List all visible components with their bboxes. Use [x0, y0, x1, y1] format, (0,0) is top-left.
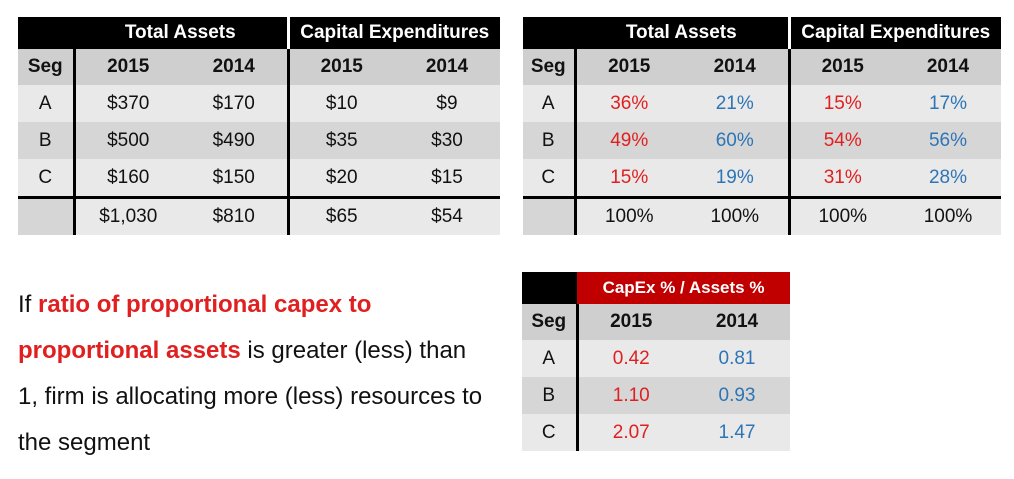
col-header: 2015: [286, 49, 394, 85]
total-cell: $1,030: [72, 196, 181, 235]
total-cell: $65: [286, 196, 394, 235]
value-cell: $500: [72, 122, 181, 159]
value-cell: 54%: [787, 122, 895, 159]
note-highlight: ratio of proportional capex to proportio…: [18, 291, 372, 364]
col-header-seg: Seg: [523, 49, 575, 85]
value-cell: 17%: [895, 85, 1001, 122]
col-header: 2015: [787, 49, 895, 85]
total-cell: 100%: [787, 196, 895, 235]
table-row: C 2.07 1.47: [522, 414, 791, 451]
percentage-table: Total Assets Capital Expenditures Seg 20…: [523, 17, 1001, 235]
col-header: 2014: [394, 49, 500, 85]
value-cell: $30: [394, 122, 500, 159]
table-row: A 36% 21% 15% 17%: [523, 85, 1001, 122]
value-cell: 28%: [895, 159, 1001, 198]
col-header: 2014: [181, 49, 288, 85]
table-row: A $370 $170 $10 $9: [18, 85, 500, 122]
value-cell: $160: [72, 159, 181, 198]
value-cell: $10: [286, 85, 394, 122]
col-header: 2014: [895, 49, 1001, 85]
value-cell: 56%: [895, 122, 1001, 159]
group-header-capex: Capital Expenditures: [787, 17, 1001, 49]
total-cell: 100%: [573, 196, 682, 235]
value-cell: $9: [394, 85, 500, 122]
table-row: B $500 $490 $35 $30: [18, 122, 500, 159]
value-cell: 31%: [787, 159, 895, 198]
total-cell: 100%: [682, 196, 789, 235]
value-cell: 2.07: [575, 414, 684, 451]
group-header-total-assets: Total Assets: [575, 17, 789, 49]
value-cell: $35: [286, 122, 394, 159]
col-header: 2014: [682, 49, 789, 85]
blank-header: [18, 17, 74, 49]
seg-cell: A: [523, 85, 575, 122]
note-suffix: is greater (less) than 1, firm is alloca…: [18, 337, 483, 456]
value-cell: 49%: [573, 122, 682, 159]
seg-cell: C: [18, 159, 74, 198]
total-label-cell: [18, 196, 74, 235]
value-cell: $20: [286, 159, 394, 198]
value-cell: 0.42: [575, 340, 684, 377]
total-cell: 100%: [895, 196, 1001, 235]
seg-cell: B: [523, 122, 575, 159]
col-header: 2014: [684, 304, 791, 340]
total-cell: $810: [181, 196, 288, 235]
capex-assets-ratio-table: CapEx % / Assets % Seg 2015 2014 A 0.42 …: [522, 272, 791, 451]
value-cell: 19%: [682, 159, 789, 198]
seg-cell: B: [522, 377, 577, 414]
col-header: 2015: [72, 49, 181, 85]
value-cell: $490: [181, 122, 288, 159]
blank-header: [523, 17, 575, 49]
table-row: A 0.42 0.81: [522, 340, 791, 377]
value-cell: $150: [181, 159, 288, 198]
value-cell: $170: [181, 85, 288, 122]
col-header: 2015: [573, 49, 682, 85]
value-cell: 1.10: [575, 377, 684, 414]
table-row: B 49% 60% 54% 56%: [523, 122, 1001, 159]
value-cell: $370: [72, 85, 181, 122]
value-cell: 15%: [573, 159, 682, 198]
note-prefix: If: [18, 291, 39, 318]
total-cell: $54: [394, 196, 500, 235]
blank-header: [522, 272, 577, 304]
seg-cell: C: [523, 159, 575, 198]
assets-capex-table: Total Assets Capital Expenditures Seg 20…: [18, 17, 500, 235]
value-cell: 36%: [573, 85, 682, 122]
col-header: 2015: [575, 304, 684, 340]
group-header-total-assets: Total Assets: [74, 17, 288, 49]
value-cell: 1.47: [684, 414, 791, 451]
value-cell: 15%: [787, 85, 895, 122]
total-row: 100% 100% 100% 100%: [523, 196, 1001, 235]
table-row: C $160 $150 $20 $15: [18, 159, 500, 198]
value-cell: $15: [394, 159, 500, 198]
col-header-seg: Seg: [522, 304, 577, 340]
ratio-explanation-text: If ratio of proportional capex to propor…: [18, 282, 488, 466]
seg-cell: C: [522, 414, 577, 451]
value-cell: 21%: [682, 85, 789, 122]
group-header-ratio: CapEx % / Assets %: [577, 272, 791, 304]
table-row: C 15% 19% 31% 28%: [523, 159, 1001, 198]
col-header-seg: Seg: [18, 49, 74, 85]
value-cell: 0.81: [684, 340, 791, 377]
table-row: B 1.10 0.93: [522, 377, 791, 414]
seg-cell: A: [522, 340, 577, 377]
group-header-capex: Capital Expenditures: [286, 17, 500, 49]
value-cell: 60%: [682, 122, 789, 159]
value-cell: 0.93: [684, 377, 791, 414]
total-label-cell: [523, 196, 575, 235]
total-row: $1,030 $810 $65 $54: [18, 196, 500, 235]
seg-cell: A: [18, 85, 74, 122]
seg-cell: B: [18, 122, 74, 159]
